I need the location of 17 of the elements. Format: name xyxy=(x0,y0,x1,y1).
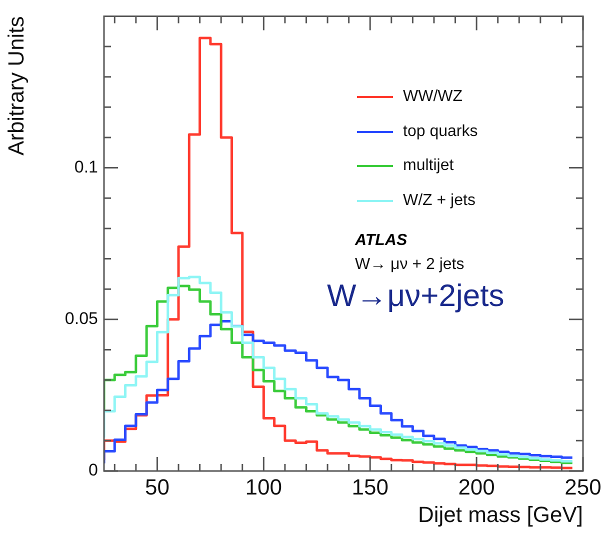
annotation: ATLAS xyxy=(355,232,408,250)
y-tick-label: 0.05 xyxy=(64,309,98,328)
legend-label: multijet xyxy=(403,157,454,176)
legend-label: top quarks xyxy=(403,122,478,141)
x-tick-label: 200 xyxy=(458,474,495,500)
x-tick-label: 50 xyxy=(144,474,170,500)
y-tick-label: 0.1 xyxy=(74,157,98,176)
annotation: W→ μν + 2 jets xyxy=(355,256,466,274)
y-tick-label: 0 xyxy=(88,460,98,480)
legend-label: W/Z + jets xyxy=(403,192,476,210)
y-axis-title: Arbitrary Units xyxy=(3,16,28,156)
x-tick-label: 100 xyxy=(245,474,282,500)
legend-label: WW/WZ xyxy=(403,88,463,106)
x-tick-label: 250 xyxy=(564,474,602,500)
x-axis-title: Dijet mass [GeV] xyxy=(418,502,583,527)
annotation: W→μν+2jets xyxy=(327,278,504,314)
x-tick-label: 150 xyxy=(352,474,388,500)
